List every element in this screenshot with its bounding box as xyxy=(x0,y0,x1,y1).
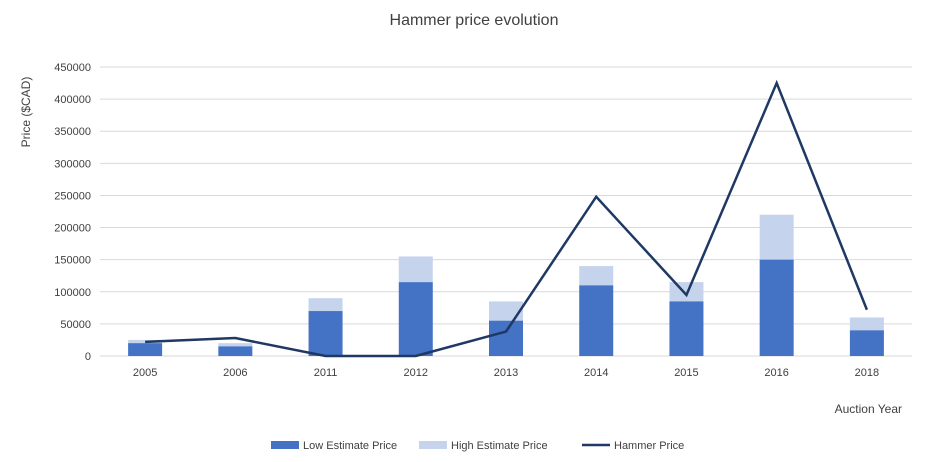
gridlines xyxy=(100,66,912,357)
legend-swatch xyxy=(419,441,447,449)
y-tick-label: 450000 xyxy=(54,62,91,74)
bar-high-estimate xyxy=(489,301,523,321)
x-tick-label: 2012 xyxy=(404,367,428,379)
bar-low-estimate xyxy=(218,346,253,356)
x-tick-label: 2013 xyxy=(494,367,518,379)
y-tick-label: 350000 xyxy=(54,126,91,138)
bar-low-estimate xyxy=(669,301,704,356)
legend-label: High Estimate Price xyxy=(451,440,548,452)
bar-low-estimate xyxy=(128,343,163,356)
x-tick-label: 2005 xyxy=(133,367,157,379)
bar-low-estimate xyxy=(308,311,343,356)
y-tick-label: 100000 xyxy=(54,287,91,299)
bar-high-estimate xyxy=(759,214,794,260)
y-tick-label: 150000 xyxy=(54,255,91,267)
bar-high-estimate xyxy=(669,282,704,302)
bar-high-estimate xyxy=(579,266,614,286)
legend-label: Low Estimate Price xyxy=(303,440,397,452)
x-axis-label: Auction Year xyxy=(835,402,902,416)
x-tick-label: 2016 xyxy=(764,367,788,379)
y-tick-label: 300000 xyxy=(54,158,91,170)
y-tick-label: 50000 xyxy=(60,319,91,331)
bar-high-estimate xyxy=(218,343,253,347)
y-tick-label: 200000 xyxy=(54,223,91,235)
y-tick-label: 400000 xyxy=(54,94,91,106)
x-tick-label: 2014 xyxy=(584,367,608,379)
y-axis-ticks: 0 50000 100000 150000 200000 250000 300000 3500… xyxy=(54,62,91,363)
bar-low-estimate xyxy=(759,259,794,356)
bar-high-estimate xyxy=(849,317,884,331)
bars xyxy=(128,214,884,356)
y-tick-label: 250000 xyxy=(54,190,91,202)
x-tick-label: 2015 xyxy=(674,367,698,379)
x-tick-label: 2011 xyxy=(314,367,338,379)
y-tick-label: 0 xyxy=(85,351,91,363)
x-tick-label: 2018 xyxy=(855,367,879,379)
bar-low-estimate xyxy=(849,330,884,356)
chart-title: Hammer price evolution xyxy=(390,12,559,29)
bar-low-estimate xyxy=(398,282,433,356)
bar-low-estimate xyxy=(489,320,523,356)
bar-high-estimate xyxy=(308,298,343,312)
legend: Low Estimate Price High Estimate Price Ham… xyxy=(271,440,684,452)
hammer-price-line xyxy=(145,79,869,358)
y-axis-label: Price ($CAD) xyxy=(19,77,33,148)
x-axis-ticks: 2005 2006 2011 2012 2013 2014 2015 2016 2018 xyxy=(133,367,879,379)
legend-swatch xyxy=(271,441,299,449)
x-tick-label: 2006 xyxy=(223,367,247,379)
bar-low-estimate xyxy=(579,285,614,356)
legend-label: Hammer Price xyxy=(614,440,684,452)
bar-high-estimate xyxy=(398,256,433,283)
